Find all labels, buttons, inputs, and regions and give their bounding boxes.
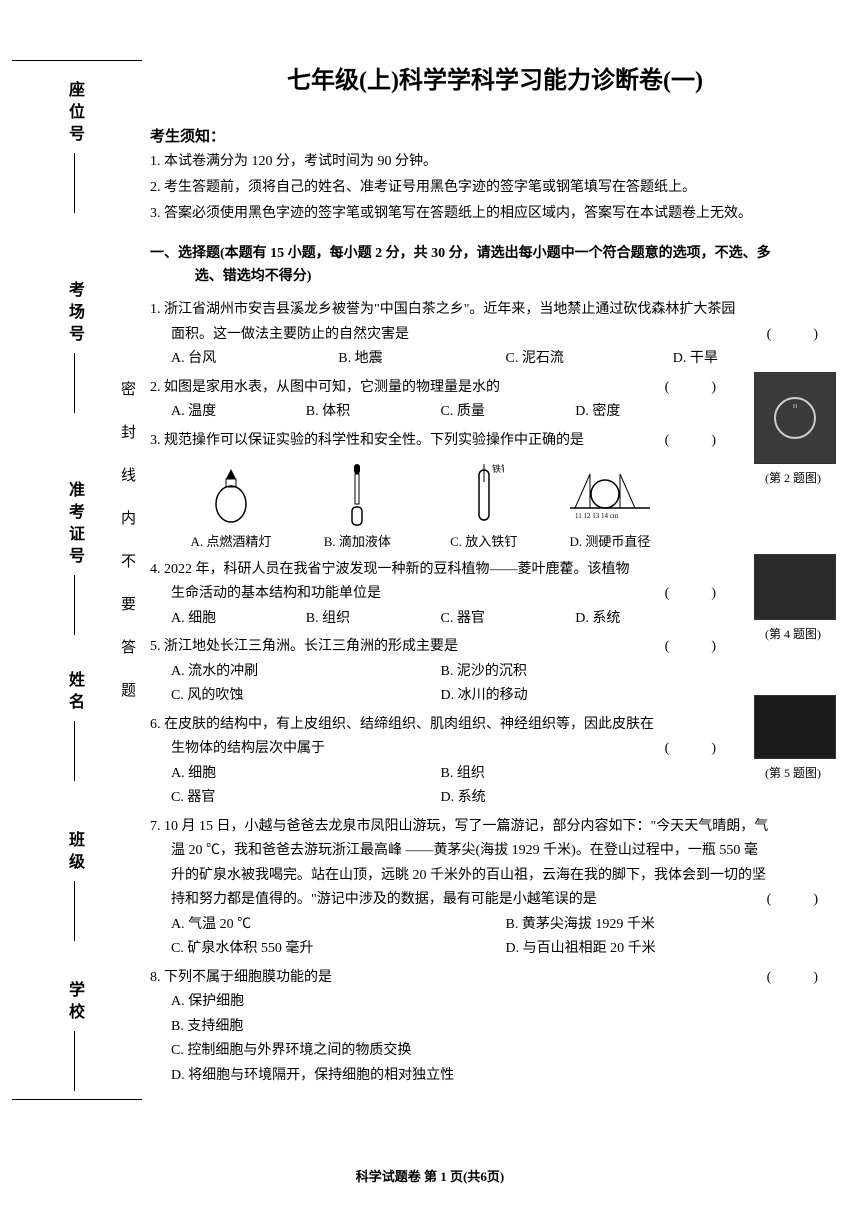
figure-4-image bbox=[754, 554, 836, 620]
section-1-head: 一、选择题(本题有 15 小题，每小题 2 分，共 30 分，请选出每小题中一个… bbox=[150, 243, 840, 288]
ruler-coin-icon: 11 12 13 14 cm bbox=[550, 459, 670, 529]
q3-option-a: A. 点燃酒精灯 bbox=[171, 459, 291, 554]
notice-2: 2. 考生答题前，须将自己的姓名、准考证号用黑色字迹的签字笔或钢笔填写在答题纸上… bbox=[150, 176, 840, 200]
test-tube-nail-icon: 铁钉 bbox=[424, 459, 544, 529]
exam-content: 七年级(上)科学学科学习能力诊断卷(一) 考生须知： 1. 本试卷满分为 120… bbox=[150, 60, 840, 1092]
q3-option-c: 铁钉 C. 放入铁钉 bbox=[424, 459, 544, 554]
field-exam-id: 准考证号 bbox=[62, 481, 86, 635]
field-name: 姓名 bbox=[62, 671, 86, 781]
svg-text:铁钉: 铁钉 bbox=[492, 463, 504, 474]
exam-sidebar: 座位号 考场号 准考证号 姓名 班级 学校 密封线内不要答题 bbox=[12, 60, 142, 1100]
question-3: 3. 规范操作可以保证实验的科学性和安全性。下列实验操作中正确的是 ( ) A.… bbox=[150, 429, 840, 554]
question-5: 5. 浙江地处长江三角洲。长江三角洲的形成主要是 ( ) A. 流水的冲刷B. … bbox=[150, 635, 840, 709]
exam-title: 七年级(上)科学学科学习能力诊断卷(一) bbox=[150, 60, 840, 95]
notice-1: 1. 本试卷满分为 120 分，考试时间为 90 分钟。 bbox=[150, 150, 840, 174]
q3-option-b: B. 滴加液体 bbox=[297, 459, 417, 554]
question-6: (第 5 题图) 6. 在皮肤的结构中，有上皮组织、结缔组织、肌肉组织、神经组织… bbox=[150, 713, 840, 811]
field-room: 考场号 bbox=[62, 281, 86, 413]
field-school: 学校 bbox=[62, 981, 86, 1091]
question-2: H (第 2 题图) 2. 如图是家用水表，从图中可知，它测量的物理量是水的 (… bbox=[150, 376, 840, 425]
notice-3: 3. 答案必须使用黑色字迹的签字笔或钢笔写在答题纸上的相应区域内，答案写在本试题… bbox=[150, 202, 840, 226]
seal-line-text: 密封线内不要答题 bbox=[117, 381, 138, 725]
alcohol-lamp-icon bbox=[171, 459, 291, 529]
notice-heading: 考生须知： bbox=[150, 125, 840, 146]
svg-text:H: H bbox=[793, 404, 798, 410]
question-7: 7. 10 月 15 日，小越与爸爸去龙泉市凤阳山游玩，写了一篇游记，部分内容如… bbox=[150, 815, 840, 962]
figure-5-caption: (第 5 题图) bbox=[754, 763, 832, 784]
q3-option-d: 11 12 13 14 cm D. 测硬币直径 bbox=[550, 459, 670, 554]
question-4: (第 4 题图) 4. 2022 年，科研人员在我省宁波发现一种新的豆科植物——… bbox=[150, 558, 840, 632]
field-seat: 座位号 bbox=[62, 81, 86, 213]
dropper-icon bbox=[297, 459, 417, 529]
question-8: 8. 下列不属于细胞膜功能的是 ( ) A. 保护细胞 B. 支持细胞 C. 控… bbox=[150, 966, 840, 1089]
question-1: 1. 浙江省湖州市安吉县溪龙乡被誉为"中国白茶之乡"。近年来，当地禁止通过砍伐森… bbox=[150, 298, 840, 372]
field-class: 班级 bbox=[62, 831, 86, 941]
svg-text:11 12 13 14 cm: 11 12 13 14 cm bbox=[575, 512, 619, 520]
figure-5-image bbox=[754, 695, 836, 759]
page-footer: 科学试题卷 第 1 页(共6页) bbox=[0, 1166, 860, 1185]
